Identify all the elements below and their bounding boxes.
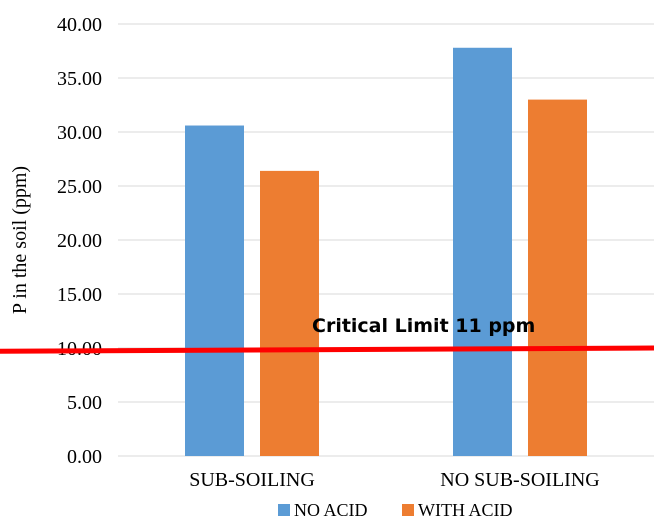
bar-no-acid — [185, 125, 244, 457]
y-axis-ticks: 0.005.0010.0015.0020.0025.0030.0035.0040… — [57, 14, 102, 468]
y-tick-label: 0.00 — [67, 446, 102, 468]
x-category-label: SUB-SOILING — [189, 469, 315, 491]
critical-limit-label: Critical Limit 11 ppm — [312, 315, 535, 337]
legend: NO ACID WITH ACID — [278, 500, 512, 520]
legend-label: WITH ACID — [418, 500, 512, 520]
legend-swatch — [402, 504, 414, 516]
y-tick-label: 15.00 — [57, 284, 102, 306]
legend-swatch — [278, 504, 290, 516]
x-axis-categories: SUB-SOILING NO SUB-SOILING — [189, 469, 600, 491]
y-tick-label: 5.00 — [67, 392, 102, 414]
y-tick-label: 30.00 — [57, 122, 102, 144]
y-tick-label: 35.00 — [57, 68, 102, 90]
y-tick-label: 25.00 — [57, 176, 102, 198]
bar-with-acid — [528, 99, 587, 456]
bars — [185, 47, 587, 457]
critical-limit-line — [0, 345, 654, 354]
y-tick-label: 20.00 — [57, 230, 102, 252]
bar-with-acid — [260, 170, 319, 456]
legend-label: NO ACID — [294, 500, 368, 520]
y-axis-label: P in the soil (ppm) — [9, 166, 31, 314]
bar-no-acid — [453, 47, 512, 456]
y-tick-label: 40.00 — [57, 14, 102, 36]
x-category-label: NO SUB-SOILING — [440, 469, 599, 491]
